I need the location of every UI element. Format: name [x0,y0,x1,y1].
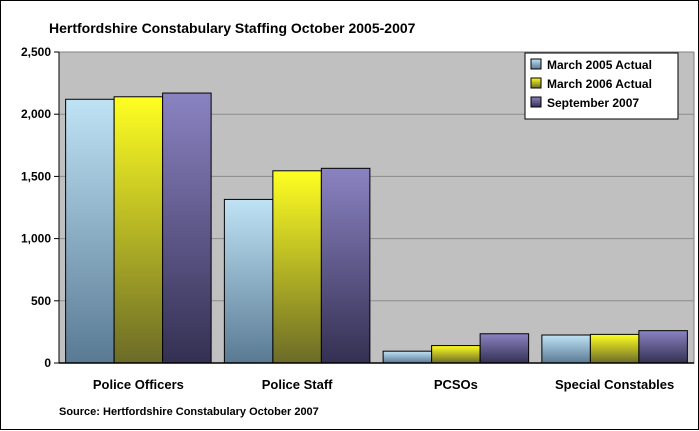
x-category-label: Police Officers [93,377,184,392]
source-note: Source: Hertfordshire Constabulary Octob… [59,406,319,418]
y-tick-label: 2,000 [21,107,51,121]
legend-swatch [530,96,542,108]
legend-swatch [530,58,542,70]
bar [479,333,530,364]
legend-label: March 2005 Actual [547,58,652,72]
bar [113,96,164,364]
y-tick-label: 500 [31,294,51,308]
bar [272,170,322,364]
legend-swatch [530,77,542,89]
y-tick-label: 1,000 [21,232,51,246]
legend-label: September 2007 [547,96,639,110]
bar [223,198,274,364]
y-tick-label: 0 [44,356,51,370]
bar [589,333,640,364]
x-category-label: Police Staff [262,377,333,392]
chart-title: Hertfordshire Constabulary Staffing Octo… [49,20,416,36]
bar [541,334,591,364]
x-category-label: PCSOs [434,377,478,392]
bar [320,167,371,364]
y-tick-label: 2,500 [21,45,51,59]
y-tick-label: 1,500 [21,169,51,183]
bar [162,92,212,364]
legend-label: March 2006 Actual [547,77,652,91]
bar [638,330,688,364]
x-category-label: Special Constables [555,377,674,392]
bar [431,345,481,364]
bar [382,350,433,364]
legend-box [524,52,679,120]
bar [65,98,115,364]
